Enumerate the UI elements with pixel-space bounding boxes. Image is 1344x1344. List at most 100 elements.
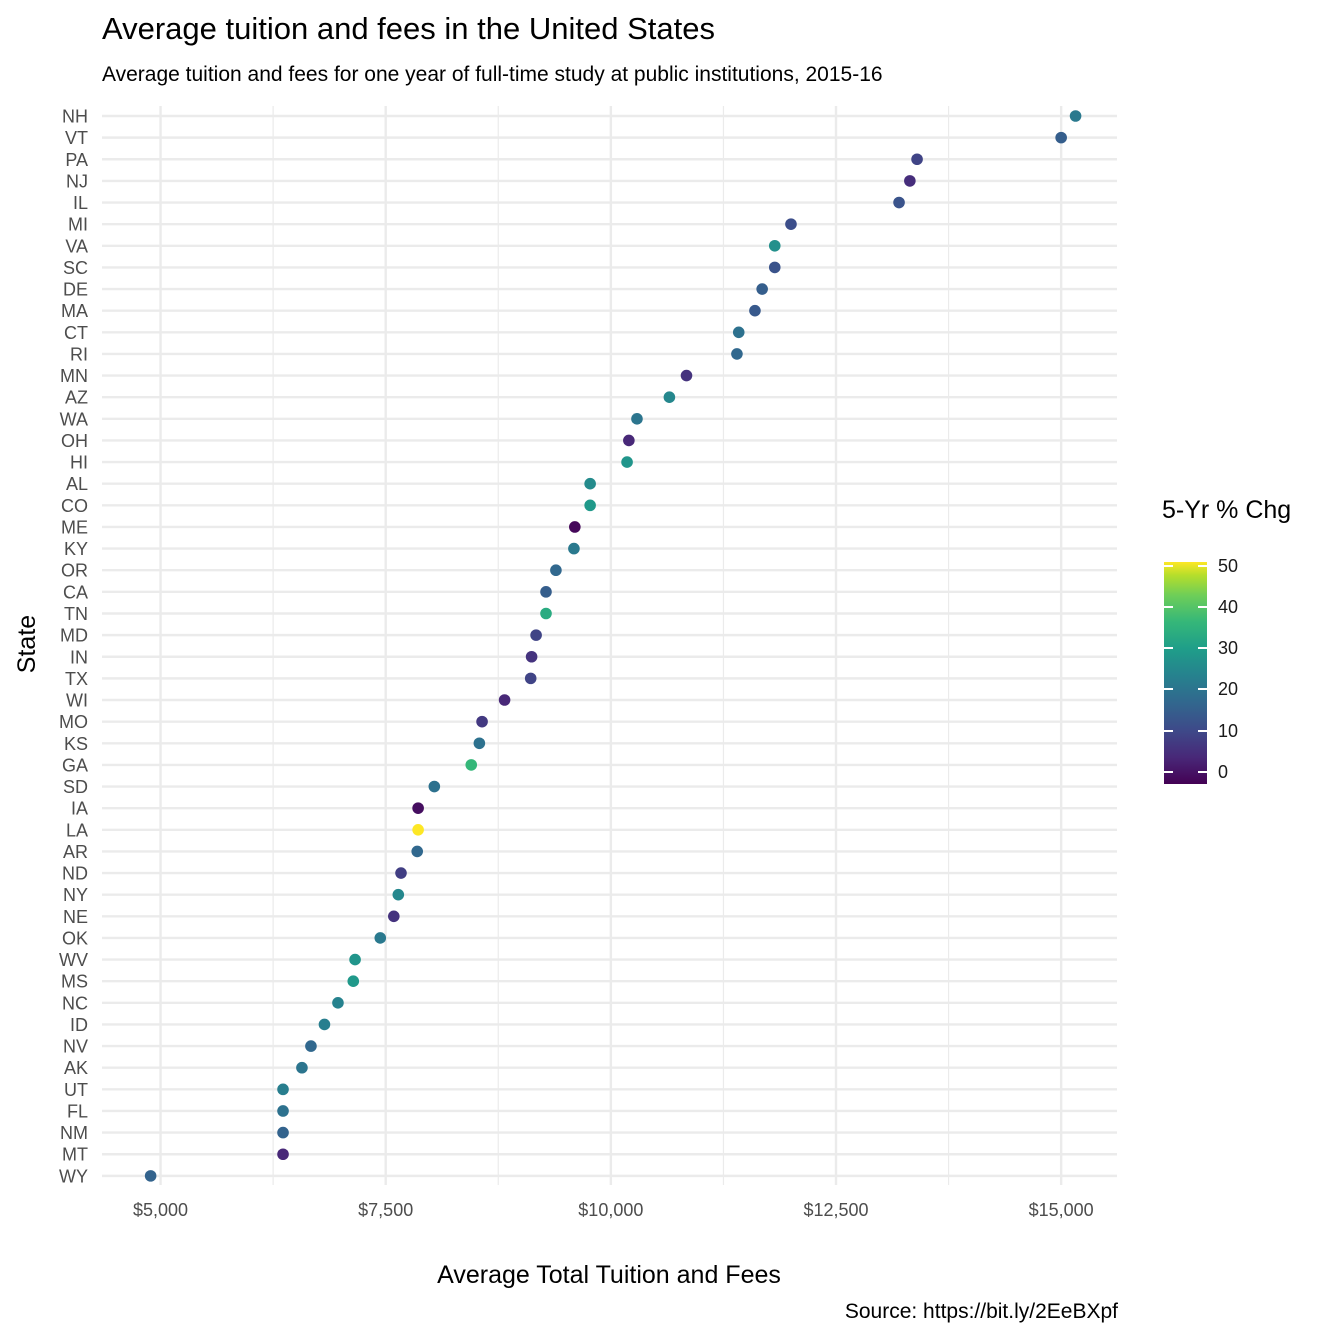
y-tick-label: UT — [64, 1080, 88, 1100]
legend-tick-mark-right — [1198, 565, 1207, 568]
y-tick-label: LA — [66, 820, 88, 840]
data-point — [731, 348, 743, 360]
data-point — [631, 413, 643, 425]
legend-ticks: 0 10 20 30 40 50 — [1162, 556, 1282, 784]
data-point — [768, 239, 781, 252]
data-point — [768, 261, 781, 274]
y-tick-label: PA — [65, 150, 88, 170]
y-tick-label: DE — [63, 280, 88, 300]
y-tick-label: CT — [64, 323, 88, 343]
y-tick-label: WY — [59, 1166, 88, 1186]
y-tick-label: FL — [67, 1101, 88, 1121]
y-tick-label: IN — [70, 647, 88, 667]
legend-tick-mark-right — [1198, 606, 1207, 609]
data-point — [347, 975, 360, 987]
y-tick-label: NJ — [66, 171, 88, 191]
data-point — [785, 218, 797, 230]
data-points — [144, 110, 1082, 1182]
legend-colorbar — [1164, 562, 1207, 784]
y-tick-label: RI — [70, 344, 88, 364]
y-tick-label: TX — [65, 669, 88, 689]
legend-tick-label: 10 — [1218, 720, 1239, 741]
legend-tick-label: 50 — [1218, 556, 1239, 577]
data-point — [550, 564, 562, 577]
data-point — [584, 499, 596, 512]
legend-tick-mark-right — [1198, 770, 1207, 773]
legend-tick-mark-left — [1164, 647, 1173, 650]
y-tick-label: MT — [62, 1145, 88, 1165]
data-point — [277, 1126, 289, 1139]
y-tick-label: NM — [60, 1123, 88, 1143]
data-point — [374, 932, 387, 944]
data-point — [411, 845, 424, 858]
data-point — [540, 586, 552, 598]
y-tick-label: NH — [62, 107, 88, 127]
data-point — [388, 910, 400, 923]
data-point — [569, 521, 581, 533]
y-tick-label: WV — [59, 950, 88, 970]
data-point — [392, 888, 405, 901]
data-point — [349, 953, 361, 966]
data-point — [332, 997, 344, 1009]
x-tick-label: $15,000 — [1029, 1200, 1094, 1220]
y-tick-label: KS — [64, 734, 88, 754]
data-point — [144, 1170, 157, 1182]
y-tick-label: VA — [65, 236, 88, 256]
y-tick-label: MD — [60, 626, 88, 646]
y-tick-label: MI — [68, 215, 88, 235]
legend-tick-mark-left — [1164, 606, 1173, 609]
data-point — [428, 780, 441, 793]
data-point — [277, 1148, 289, 1161]
y-tick-label: NV — [63, 1037, 88, 1057]
legend-tick-label: 40 — [1218, 597, 1239, 618]
chart-subtitle: Average tuition and fees for one year of… — [102, 63, 883, 86]
y-tick-label: MN — [60, 366, 88, 386]
y-tick-label: WI — [66, 691, 88, 711]
y-tick-label: MO — [59, 712, 88, 732]
data-point — [277, 1083, 289, 1096]
y-tick-label: AZ — [65, 388, 88, 408]
data-point — [305, 1040, 317, 1052]
y-tick-label: AR — [63, 842, 88, 862]
data-point — [530, 629, 542, 641]
data-point — [1055, 131, 1067, 144]
data-point — [904, 175, 916, 187]
y-tick-label: ND — [62, 864, 88, 884]
minor-gridlines — [272, 106, 950, 1185]
y-tick-label: GA — [62, 755, 88, 775]
y-axis-title: State — [13, 614, 41, 674]
y-tick-label: NE — [63, 907, 88, 927]
y-tick-label: CA — [63, 582, 88, 602]
data-point — [412, 823, 424, 836]
legend-tick-label: 20 — [1218, 679, 1239, 700]
y-tick-label: SC — [63, 258, 88, 278]
legend-tick-label: 0 — [1218, 761, 1229, 782]
y-axis-tick-labels: NHVTPANJILMIVASCDEMACTRIMNAZWAOHHIALCOME… — [59, 107, 88, 1187]
legend-tick-mark-left — [1164, 565, 1173, 568]
legend-tick-mark-left — [1164, 770, 1173, 773]
data-point — [465, 759, 478, 771]
data-point — [623, 434, 635, 447]
data-point — [732, 326, 745, 339]
y-tick-label: CO — [61, 496, 88, 516]
y-tick-label: AK — [64, 1058, 88, 1078]
data-point — [749, 304, 761, 317]
y-tick-label: MS — [61, 972, 88, 992]
data-point — [498, 694, 511, 706]
data-point — [395, 867, 407, 879]
x-tick-label: $10,000 — [578, 1200, 643, 1220]
x-axis-tick-labels: $5,000 $7,500 $10,000 $12,500 $15,000 — [133, 1200, 1094, 1220]
data-point — [663, 391, 676, 403]
data-point — [473, 737, 486, 750]
data-point — [525, 650, 538, 663]
data-point — [318, 1018, 331, 1031]
x-axis-title: Average Total Tuition and Fees — [437, 1261, 781, 1289]
data-point — [680, 369, 693, 382]
y-tick-label: NC — [62, 993, 88, 1013]
data-point — [277, 1105, 289, 1117]
color-legend: 5-Yr % Chg 0 10 20 30 40 50 — [1162, 494, 1292, 784]
y-tick-label: OR — [61, 561, 88, 581]
y-tick-label: WA — [60, 409, 88, 429]
legend-title: 5-Yr % Chg — [1162, 496, 1292, 524]
legend-tick-label: 30 — [1218, 638, 1239, 659]
